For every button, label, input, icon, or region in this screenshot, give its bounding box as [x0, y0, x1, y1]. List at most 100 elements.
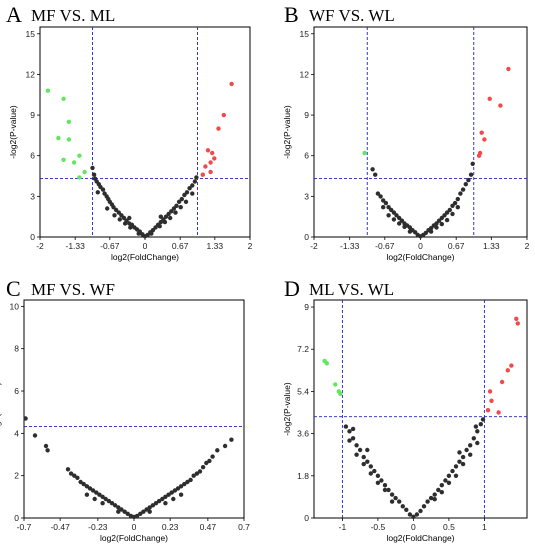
data-point-ns: [207, 458, 212, 464]
data-point-ns: [91, 172, 97, 177]
y-tick-label: 0: [304, 513, 309, 523]
data-point-ns: [464, 447, 469, 453]
data-point-ns: [158, 214, 163, 219]
data-point-ns: [414, 512, 420, 517]
data-point-down: [45, 88, 51, 93]
data-point-ns: [122, 221, 128, 226]
data-point-down: [333, 382, 338, 387]
data-point-up: [485, 408, 491, 413]
data-point-ns: [397, 215, 402, 221]
data-point-ns: [185, 479, 190, 485]
data-point-ns: [166, 211, 171, 217]
data-point-ns: [365, 459, 370, 464]
data-point-ns: [150, 503, 156, 508]
data-point-ns: [103, 496, 108, 502]
panel-a-plot: -2 -1.33 -0.67 0 0.67 1.33 2 0 3 6 9 12 15 log2(FoldC…: [8, 26, 253, 262]
data-point-ns: [400, 504, 405, 509]
data-point-ns: [127, 215, 132, 221]
data-point-ns: [174, 203, 179, 208]
data-point-ns: [32, 433, 38, 438]
data-point-up: [203, 164, 208, 169]
data-point-ns: [394, 213, 399, 218]
data-point-ns: [378, 194, 383, 199]
data-point-ns: [458, 191, 463, 196]
data-point-ns: [119, 507, 124, 512]
y-tick-label: 0: [14, 513, 19, 523]
data-point-ns: [197, 469, 203, 474]
x-tick-label: -2: [310, 241, 318, 251]
x-axis-label: log2(FoldChange): [386, 252, 454, 262]
data-point-ns: [397, 499, 402, 504]
plot-frame: [313, 299, 528, 519]
x-tick-label: -0.67: [375, 241, 395, 251]
y-axis-label: -log2(P-value): [282, 382, 292, 436]
x-tick-label: -0.23: [88, 522, 108, 532]
data-point-ns: [182, 481, 187, 487]
data-point-ns: [171, 496, 176, 502]
data-point-ns: [375, 191, 381, 196]
y-tick-label: 9: [304, 110, 309, 120]
data-point-ns: [100, 187, 106, 192]
data-point-up: [515, 321, 520, 326]
x-tick-label: -1.33: [65, 241, 85, 251]
data-point-ns: [163, 494, 168, 499]
data-point-ns: [190, 183, 195, 188]
data-point-ns: [95, 190, 101, 195]
data-point-down: [66, 119, 72, 125]
data-point-ns: [145, 232, 150, 238]
data-point-ns: [354, 452, 359, 457]
data-point-ns: [166, 492, 171, 497]
y-tick-label: 6: [14, 386, 19, 396]
data-point-ns: [471, 436, 476, 441]
data-point-ns: [439, 483, 444, 488]
data-point-ns: [192, 179, 198, 184]
data-point-ns: [418, 508, 423, 514]
data-point-down: [61, 96, 66, 102]
data-point-up: [487, 389, 493, 394]
data-point-ns: [439, 490, 444, 495]
data-point-ns: [23, 416, 28, 421]
x-tick-label: 2: [248, 241, 253, 251]
data-point-ns: [436, 487, 441, 493]
data-point-ns: [149, 231, 154, 236]
data-point-ns: [446, 480, 452, 485]
data-point-ns: [138, 511, 143, 516]
data-point-ns: [72, 473, 77, 478]
data-point-ns: [350, 426, 356, 432]
x-tick-label: 0: [143, 241, 148, 251]
data-point-ns: [97, 492, 102, 497]
data-point-ns: [147, 509, 152, 514]
data-point-ns: [112, 213, 117, 218]
y-tick-label: 2: [14, 471, 19, 481]
data-point-ns: [428, 226, 434, 231]
data-point-ns: [450, 211, 455, 217]
data-point-ns: [147, 505, 152, 510]
data-point-up: [229, 81, 234, 87]
data-point-ns: [136, 231, 141, 236]
x-tick-label: -0.47: [50, 522, 70, 532]
x-tick-label: 0.67: [172, 241, 189, 251]
y-tick-label: 12: [26, 69, 36, 79]
data-point-ns: [347, 429, 352, 434]
data-point-ns: [478, 422, 483, 427]
x-tick-label: 0: [132, 522, 137, 532]
data-point-ns: [389, 499, 395, 504]
data-point-ns: [141, 509, 146, 514]
x-tick-label: 0.67: [448, 241, 465, 251]
data-point-ns: [168, 215, 173, 221]
data-point-ns: [443, 478, 448, 483]
data-point-ns: [222, 443, 228, 449]
panel-c-title: MF VS. WF: [31, 280, 115, 299]
data-point-ns: [350, 436, 356, 441]
data-point-ns: [466, 177, 471, 183]
panel-b-letter: B: [284, 2, 299, 27]
data-point-ns: [210, 454, 215, 459]
x-axis-label: log2(FoldChange): [100, 533, 168, 543]
data-point-ns: [379, 478, 384, 483]
data-point-ns: [183, 199, 189, 204]
plot-frame: [39, 26, 251, 238]
data-point-ns: [204, 460, 209, 466]
y-tick-label: 4: [14, 428, 19, 438]
data-point-ns: [184, 190, 190, 195]
data-point-down: [324, 361, 329, 366]
